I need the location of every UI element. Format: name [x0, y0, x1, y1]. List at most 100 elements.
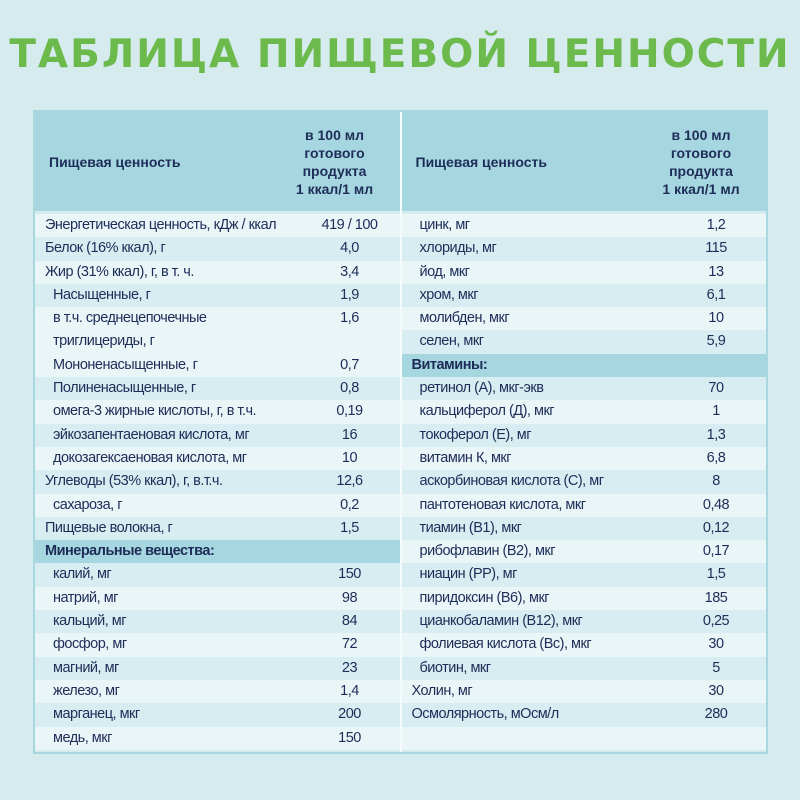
table-row: Жир (31% ккал), г, в т. ч. 3,4	[35, 260, 400, 284]
nutrient-value: 30	[708, 636, 724, 653]
table-row: омега-3 жирные кислоты, г, в т.ч. 0,19	[35, 400, 400, 424]
nutrient-name: Витамины:	[411, 356, 488, 373]
table-row: токоферол (Е), мг 1,3	[401, 423, 766, 447]
table-row: марганец, мкг 200	[35, 703, 400, 727]
nutrient-value: 10	[708, 310, 724, 327]
nutrient-name: йод, мкг	[419, 263, 470, 280]
nutrient-name: Минеральные вещества:	[45, 543, 215, 560]
nutrient-name: докозагексаеновая кислота, мг	[53, 449, 247, 466]
nutrient-value: 70	[708, 380, 724, 397]
table-row: пантотеновая кислота, мкг 0,48	[401, 493, 766, 517]
table-row: Полиненасыщенные, г 0,8	[35, 377, 400, 401]
table-row: в т.ч. среднецепочечные триглицериды, г 1…	[35, 307, 400, 354]
nutrient-value: 72	[341, 636, 358, 653]
nutrient-value: 1,5	[340, 519, 359, 536]
nutrient-value: 8	[712, 473, 720, 490]
nutrient-value: 1,9	[340, 286, 359, 303]
nutrient-name: ретинол (А), мкг-экв	[419, 380, 544, 397]
nutrient-value: 200	[338, 706, 361, 723]
header-line: 1 ккал/1 мл	[662, 180, 740, 197]
nutrient-name: марганец, мкг	[53, 706, 140, 723]
header-value: в 100 мл готового продукта 1 ккал/1 мл	[646, 126, 766, 198]
nutrient-name: фосфор, мг	[53, 636, 127, 653]
nutrient-value: 10	[341, 449, 358, 466]
header-line: готового	[670, 144, 732, 161]
table-header: Пищевая ценность в 100 мл готового проду…	[35, 112, 400, 211]
table-row: кальциферол (Д), мкг 1	[401, 400, 766, 424]
header-line: продукта	[669, 162, 733, 179]
nutrient-value: 0,12	[702, 519, 730, 536]
table-row: железо, мг 1,4	[35, 679, 400, 704]
table-row: Углеводы (53% ккал), г, в.т.ч. 12,6	[35, 470, 400, 494]
nutrient-value: 23	[341, 659, 358, 676]
nutrient-value: 0,19	[336, 403, 363, 420]
table-row: Насыщенные, г 1,9	[35, 283, 400, 308]
nutrient-value: 1,3	[706, 426, 726, 443]
nutrient-name: Мононенасыщенные, г	[53, 356, 198, 373]
nutrient-value: 1,5	[706, 566, 726, 583]
nutrient-name: в т.ч. среднецепочечные триглицериды, г	[53, 310, 207, 350]
nutrient-name: рибофлавин (В2), мкг	[419, 543, 556, 560]
table-row: селен, мкг 5,9	[401, 330, 766, 354]
nutrient-name: пиридоксин (В6), мкг	[419, 589, 550, 606]
nutrient-value: 16	[341, 426, 358, 443]
table-row: аскорбиновая кислота (С), мг 8	[401, 470, 766, 494]
table-row: сахароза, г 0,2	[35, 493, 400, 517]
page-title: ТАБЛИЦА ПИЩЕВОЙ ЦЕННОСТИ	[9, 32, 791, 77]
nutrient-value: 1,2	[706, 217, 726, 233]
nutrient-name: ниацин (РР), мг	[419, 566, 518, 583]
nutrient-name: биотин, мкг	[419, 659, 492, 676]
nutrient-value: 185	[704, 589, 728, 606]
table-row: калий, мг 150	[35, 563, 400, 587]
nutrient-name: селен, мкг	[419, 333, 485, 350]
header-line: продукта	[302, 162, 367, 179]
nutrient-value: 5	[712, 659, 720, 676]
nutrient-value: 150	[338, 566, 361, 583]
table-row: хлориды, мг 115	[401, 237, 766, 261]
nutrient-value: 84	[341, 613, 358, 630]
table-row: рибофлавин (В2), мкг 0,17	[401, 540, 766, 564]
nutrient-name: Углеводы (53% ккал), г, в.т.ч.	[45, 473, 223, 490]
nutrient-value: 13	[708, 263, 724, 280]
nutrient-value: 30	[708, 682, 724, 699]
nutrient-name: цинк, мг	[419, 217, 471, 233]
nutrition-table: Пищевая ценность в 100 мл готового проду…	[33, 110, 768, 754]
nutrient-name: железо, мг	[53, 682, 120, 699]
table-row: Энергетическая ценность, кДж / ккал 419 /…	[35, 214, 400, 238]
table-row: биотин, мкг 5	[401, 656, 766, 680]
table-row: витамин К, мкг 6,8	[401, 446, 766, 471]
nutrient-name: Осмолярность, мОсм/л	[411, 706, 560, 723]
nutrient-name: Насыщенные, г	[53, 286, 151, 303]
nutrient-value: 12,6	[336, 473, 363, 490]
nutrient-value: 6,8	[706, 449, 726, 466]
section-row: Минеральные вещества:	[35, 540, 400, 564]
nutrient-value: 150	[338, 729, 361, 746]
table-row: натрий, мг 98	[35, 586, 400, 611]
header-line: в 100 мл	[671, 126, 731, 143]
nutrient-value: 115	[705, 240, 727, 257]
nutrient-name: калий, мг	[53, 566, 112, 583]
table-row: Пищевые волокна, г 1,5	[35, 516, 400, 541]
table-row: эйкозапентаеновая кислота, мг 16	[35, 423, 400, 447]
nutrient-name: молибден, мкг	[419, 310, 510, 327]
table-row: йод, мкг 13	[401, 260, 766, 284]
nutrient-name: сахароза, г	[53, 496, 122, 513]
nutrient-value: 6,1	[706, 286, 726, 303]
table-row: хром, мкг 6,1	[401, 283, 766, 308]
header-line: 1 ккал/1 мл	[295, 180, 374, 197]
nutrient-value: 0,17	[702, 543, 730, 560]
nutrient-name: Жир (31% ккал), г, в т. ч.	[45, 263, 194, 280]
header-line: в 100 мл	[305, 126, 364, 143]
left-panel: Пищевая ценность в 100 мл готового проду…	[35, 112, 400, 752]
nutrient-value: 98	[341, 589, 358, 606]
section-row: Витамины:	[401, 353, 766, 378]
table-row: фолиевая кислота (Вс), мкг 30	[401, 633, 766, 657]
table-row: цианкобаламин (В12), мкг 0,25	[401, 610, 766, 634]
nutrient-name: медь, мкг	[53, 729, 112, 746]
nutrient-value: 1,6	[340, 310, 359, 327]
rows: цинк, мг 1,2 хлориды, мг 115 йод, мкг 13 хром,…	[401, 214, 766, 752]
table-row: цинк, мг 1,2	[401, 214, 766, 238]
nutrient-value: 280	[704, 706, 728, 723]
nutrient-name: Энергетическая ценность, кДж / ккал	[45, 217, 277, 233]
table-row: магний, мг 23	[35, 656, 400, 680]
